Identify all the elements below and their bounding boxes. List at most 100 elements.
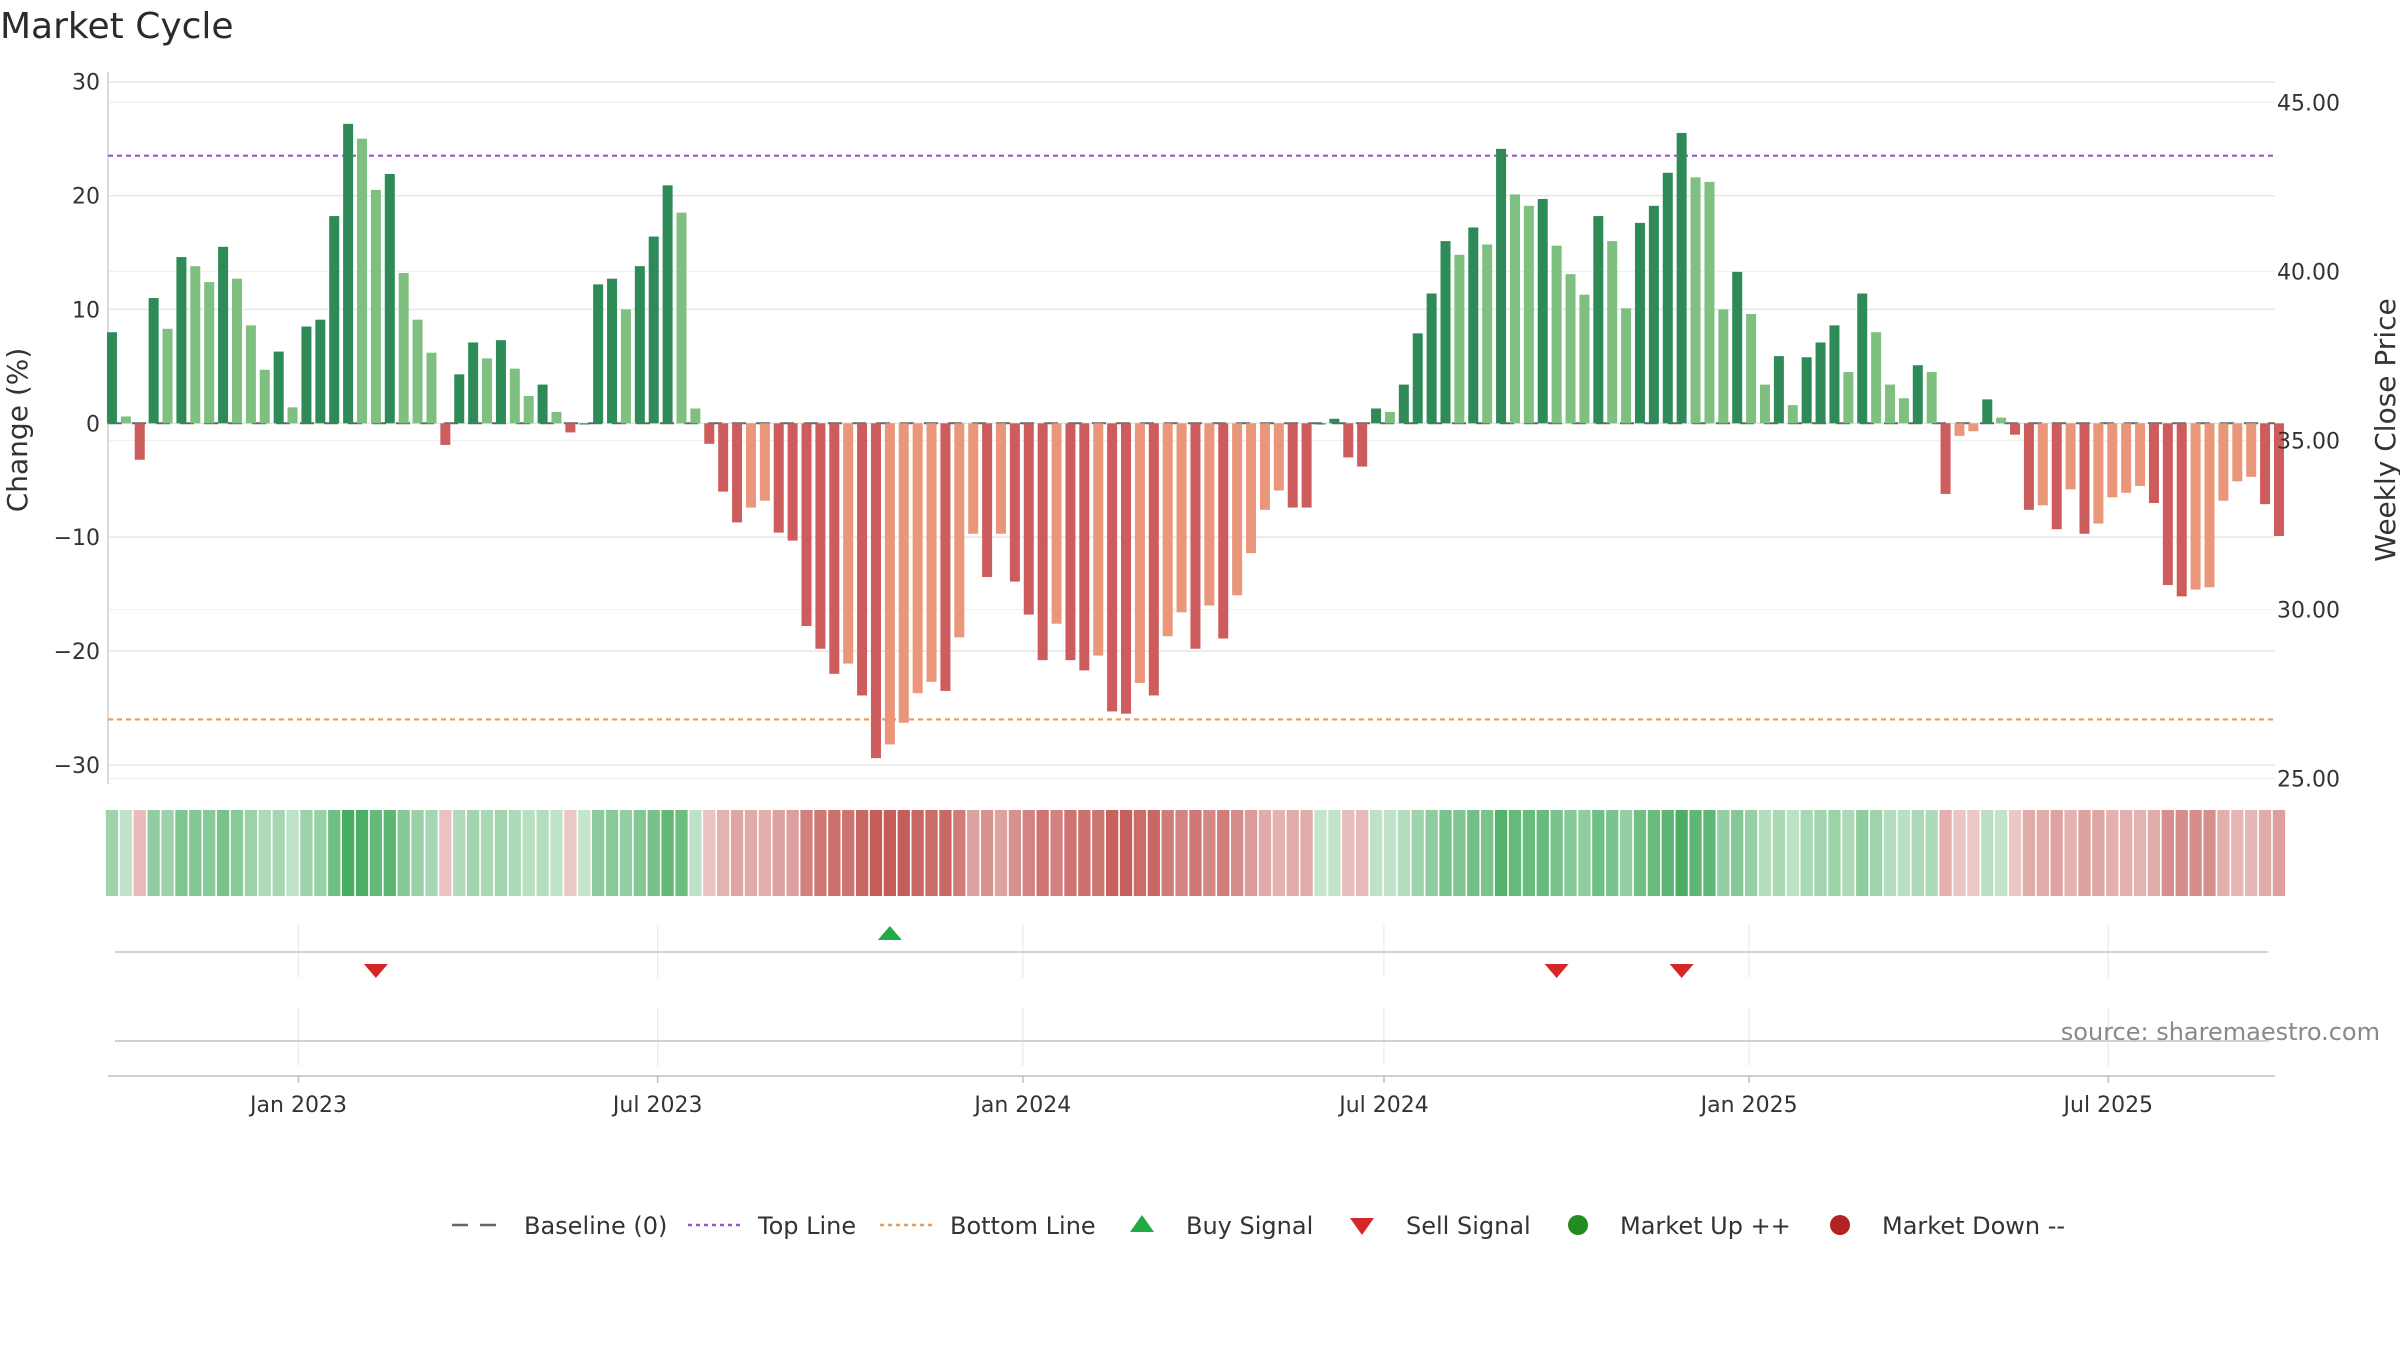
strip-cell xyxy=(883,810,897,896)
bar xyxy=(2190,423,2201,590)
bar xyxy=(1301,423,1312,508)
bar xyxy=(1148,423,1159,696)
y-tick-label: 10 xyxy=(72,298,100,323)
bar xyxy=(1079,423,1090,671)
bar xyxy=(593,284,604,424)
bar xyxy=(1037,423,1048,661)
bar xyxy=(982,423,993,578)
bar xyxy=(162,328,173,424)
y2-tick-label: 35.00 xyxy=(2277,429,2340,454)
bar xyxy=(2093,423,2104,524)
bar xyxy=(801,423,812,626)
bar xyxy=(440,423,451,445)
bar xyxy=(537,384,548,424)
strip-cell xyxy=(2258,810,2272,896)
strip-cell xyxy=(1036,810,1049,896)
strip-cell xyxy=(2092,810,2105,896)
strip-cell xyxy=(1425,810,1438,896)
bar xyxy=(662,185,673,424)
strip-cell xyxy=(1467,810,1480,896)
bar xyxy=(1579,294,1590,424)
strip-cell xyxy=(1828,810,1841,896)
bar xyxy=(634,266,645,424)
strip-cell xyxy=(939,810,952,896)
bar xyxy=(1648,205,1659,424)
bar xyxy=(1412,333,1423,424)
strip-cell xyxy=(1022,810,1035,896)
strip-cell xyxy=(1411,810,1424,896)
bar xyxy=(176,257,187,424)
strip-cell xyxy=(1772,810,1786,896)
bar xyxy=(1093,423,1104,656)
bar xyxy=(1232,423,1243,596)
strip-cell xyxy=(800,810,813,896)
legend-swatch-circle xyxy=(1568,1215,1588,1235)
strip-cell xyxy=(842,810,855,896)
bar xyxy=(1273,423,1284,491)
bar xyxy=(1704,181,1715,424)
strip-cell xyxy=(133,810,146,896)
bar xyxy=(1343,423,1354,458)
bar xyxy=(509,368,520,424)
bar xyxy=(718,423,729,492)
strip-cell xyxy=(2217,810,2230,896)
strip-cell xyxy=(1925,810,1938,896)
strip-cell xyxy=(1092,810,1105,896)
bar xyxy=(954,423,965,638)
strip-cell xyxy=(1522,810,1535,896)
strip-cell xyxy=(772,810,785,896)
bar xyxy=(551,411,562,424)
strip-cell xyxy=(1439,810,1452,896)
bar xyxy=(787,423,798,541)
strip-cell xyxy=(2078,810,2091,896)
strip-cell xyxy=(869,810,883,896)
bar xyxy=(495,340,506,424)
x-axis-ticks: Jan 2023 Jul 2023 Jan 2024 Jul 2024 Jan 2025… xyxy=(248,1076,2153,1118)
strip-cell xyxy=(1550,810,1563,896)
bar xyxy=(384,173,395,424)
strip-cell xyxy=(2050,810,2063,896)
bar xyxy=(1912,365,1923,424)
bar xyxy=(106,332,117,424)
bar xyxy=(1107,423,1118,712)
strip-cell xyxy=(2120,810,2133,896)
strip-cell xyxy=(967,810,980,896)
bar xyxy=(1176,423,1187,613)
strip-cell xyxy=(1078,810,1091,896)
strip-cell xyxy=(1272,810,1285,896)
bar xyxy=(1801,357,1812,424)
strip-cell xyxy=(203,810,216,896)
strip-cell xyxy=(1453,810,1466,896)
strip-cell xyxy=(925,810,938,896)
y-tick-label: 30 xyxy=(72,71,100,96)
legend-item: Sell Signal xyxy=(1350,1212,1531,1240)
bar xyxy=(2148,423,2159,504)
strip-cell xyxy=(2245,810,2258,896)
bar xyxy=(759,423,770,501)
bar xyxy=(482,358,493,424)
strip-cell xyxy=(355,810,369,896)
strip-cell xyxy=(1842,810,1855,896)
bar xyxy=(732,423,743,523)
bar xyxy=(1009,423,1020,582)
bar xyxy=(1482,244,1493,424)
bar xyxy=(398,273,409,424)
strip-cell xyxy=(744,810,758,896)
sell-signal-marker xyxy=(1544,964,1569,978)
strip-cell xyxy=(1147,810,1160,896)
strip-cell xyxy=(328,810,341,896)
strip-cell xyxy=(1119,810,1133,896)
strip-cell xyxy=(425,810,438,896)
strip-cell xyxy=(2008,810,2022,896)
bar xyxy=(2065,423,2076,490)
bar xyxy=(620,309,631,424)
y-axis-right-ticks: 45.00 40.00 35.00 30.00 25.00 xyxy=(2277,91,2340,792)
bar xyxy=(1829,325,1840,424)
bar xyxy=(1162,423,1173,637)
y2-tick-label: 30.00 xyxy=(2277,599,2340,624)
bar xyxy=(370,189,381,424)
bar xyxy=(1676,132,1687,424)
strip-cell xyxy=(522,810,535,896)
strip-cell xyxy=(605,810,619,896)
strip-cell xyxy=(1105,810,1119,896)
